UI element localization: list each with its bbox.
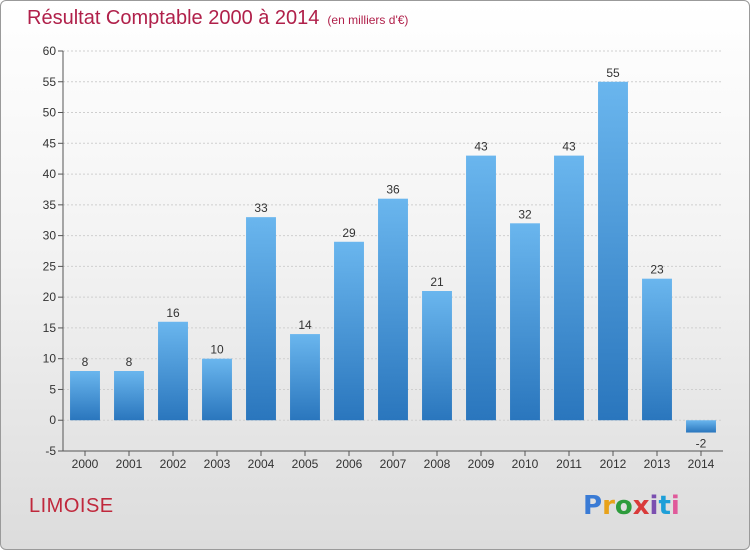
x-tick-label: 2006 <box>336 457 363 471</box>
logo-letter: t <box>658 491 671 521</box>
logo-letter: i <box>670 491 680 521</box>
x-tick-label: 2000 <box>72 457 99 471</box>
y-tick-label: 10 <box>43 352 57 366</box>
bar-2004 <box>246 217 276 421</box>
data-label: 32 <box>518 207 532 221</box>
y-tick-label: 5 <box>49 382 56 396</box>
logo-letter: i <box>649 491 659 521</box>
logo-letter: o <box>614 491 633 521</box>
x-tick-label: 2005 <box>292 457 319 471</box>
x-tick-label: 2001 <box>116 457 143 471</box>
data-label: 8 <box>82 355 89 369</box>
bar-2008 <box>422 291 452 421</box>
proxiti-logo[interactable]: Proxiti <box>583 491 680 521</box>
data-label: 23 <box>650 263 664 277</box>
x-tick-label: 2011 <box>556 457 582 471</box>
x-tick-label: 2008 <box>424 457 451 471</box>
bar-2005 <box>290 334 320 421</box>
x-tick-label: 2009 <box>468 457 495 471</box>
bar-2001 <box>114 371 144 421</box>
data-label: 43 <box>474 140 488 154</box>
y-tick-label: 40 <box>43 167 57 181</box>
bar-2006 <box>334 241 364 421</box>
y-tick-label: 55 <box>43 75 57 89</box>
bar-2013 <box>642 278 672 421</box>
logo-letter: x <box>632 491 650 521</box>
bars <box>70 81 716 433</box>
y-tick-label: 35 <box>43 198 57 212</box>
chart-title-text: Résultat Comptable 2000 à 2014 <box>27 7 320 29</box>
bar-2007 <box>378 198 408 421</box>
x-tick-label: 2004 <box>248 457 275 471</box>
commune-name: LIMOISE <box>29 495 114 517</box>
x-tick-label: 2002 <box>160 457 187 471</box>
data-label: -2 <box>696 437 707 451</box>
chart-title: Résultat Comptable 2000 à 2014 (en millie… <box>27 7 408 30</box>
labels: 8 8 16 10 33 14 29 36 21 43 32 43 55 23 -2 <box>82 66 707 451</box>
data-label: 33 <box>254 201 268 215</box>
data-label: 21 <box>430 275 444 289</box>
x-tick-label: 2012 <box>600 457 627 471</box>
bar-2012 <box>598 81 628 421</box>
logo-letter: r <box>602 491 615 521</box>
bar-2011 <box>554 155 584 421</box>
y-tick-label: 45 <box>43 136 57 150</box>
y-tick-label: -5 <box>45 444 56 458</box>
data-label: 14 <box>298 318 312 332</box>
y-tick-label: 0 <box>49 413 56 427</box>
data-label: 29 <box>342 226 356 240</box>
bar-2000 <box>70 371 100 421</box>
y-tick-label: 50 <box>43 106 57 120</box>
x-tick-label: 2007 <box>380 457 407 471</box>
logo-letter: P <box>583 491 603 521</box>
y-tick-label: 25 <box>43 259 57 273</box>
data-label: 43 <box>562 140 576 154</box>
x-tick-label: 2014 <box>688 457 715 471</box>
data-label: 16 <box>166 306 180 320</box>
data-label: 36 <box>386 183 400 197</box>
x-tick-label: 2013 <box>644 457 671 471</box>
data-label: 55 <box>606 66 620 80</box>
bar-2002 <box>158 321 188 421</box>
bar-2014 <box>686 420 716 433</box>
y-tick-label: 20 <box>43 290 57 304</box>
x-tick-label: 2003 <box>204 457 231 471</box>
x-tick-label: 2010 <box>512 457 539 471</box>
chart-subtitle: (en milliers d'€) <box>327 13 409 27</box>
bar-2009 <box>466 155 496 421</box>
bar-2003 <box>202 358 232 421</box>
y-tick-label: 30 <box>43 229 57 243</box>
bar-2010 <box>510 223 540 421</box>
y-tick-label: 60 <box>43 44 57 58</box>
y-tick-label: 15 <box>43 321 57 335</box>
axes: -5 0 5 10 15 20 25 30 35 40 45 50 55 60 2000 2001 2002 20… <box>43 44 723 471</box>
data-label: 8 <box>126 355 133 369</box>
data-label: 10 <box>210 343 224 357</box>
